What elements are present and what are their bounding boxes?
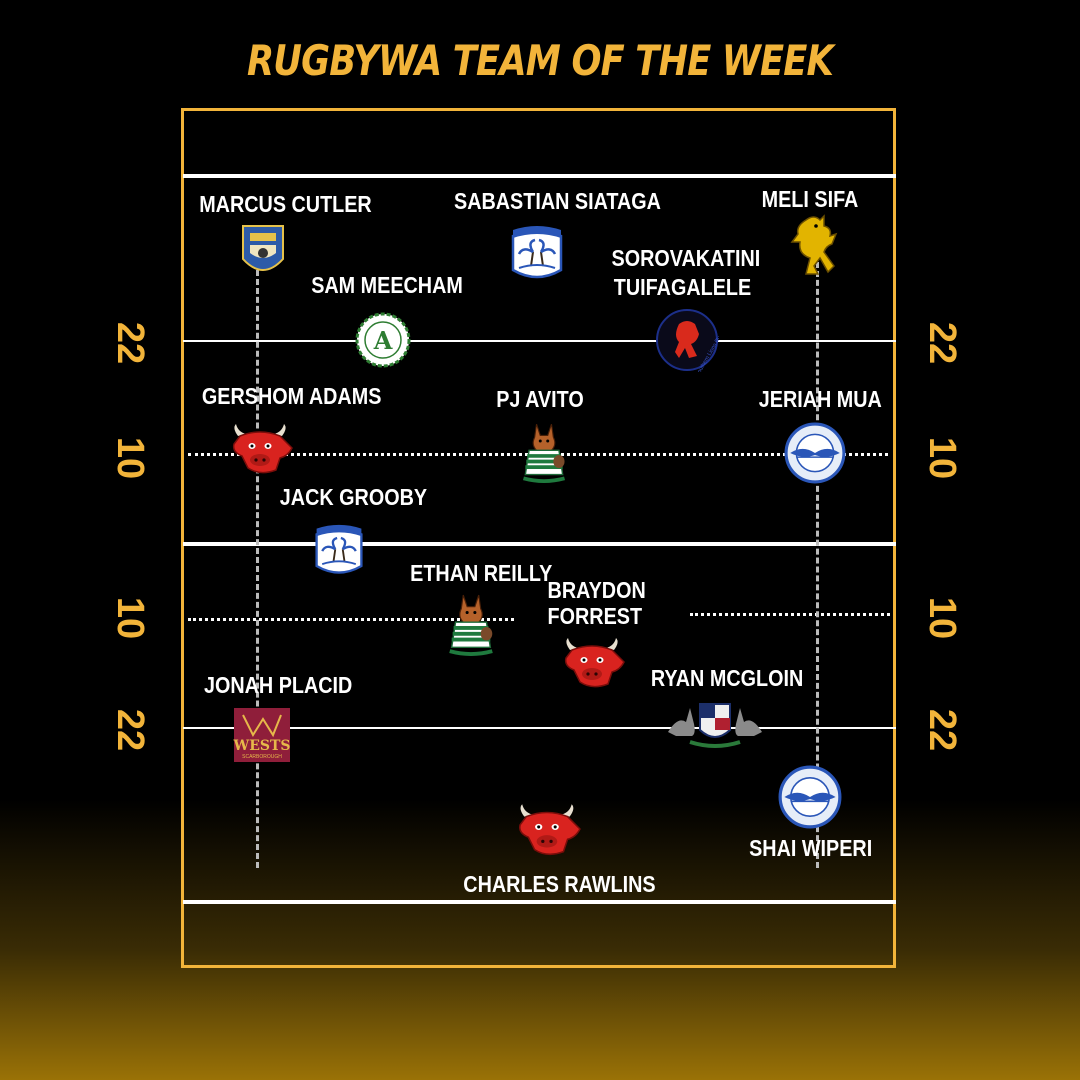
rugby-field xyxy=(181,108,896,968)
marker-10-right-top: 10 xyxy=(921,436,963,480)
try-line-top xyxy=(183,174,896,178)
red-bull-icon xyxy=(519,803,581,856)
halfway-line xyxy=(183,542,896,546)
wests-logo-icon: WESTS SCARBOROUGH xyxy=(233,708,291,762)
player-name-jack-grooby: JACK GROOBY xyxy=(279,484,428,510)
wests-logo-text: WESTS xyxy=(233,738,291,754)
marker-22-right-bottom: 22 xyxy=(921,708,963,752)
cottesloe-eagle-icon xyxy=(784,422,846,484)
player-name-sam-meecham: SAM MEECHAM xyxy=(311,272,463,298)
marker-10-right-bottom: 10 xyxy=(921,596,963,640)
player-name-tuifagalele: TUIFAGALELE xyxy=(613,274,752,300)
palmyra-logo-icon xyxy=(315,523,363,574)
ten-line-bottom-right xyxy=(690,613,890,616)
player-name-gershom-adams: GERSHOM ADAMS xyxy=(201,383,382,409)
shield-crest-icon xyxy=(242,225,284,271)
red-bull-icon xyxy=(232,423,293,474)
twentytwo-line-bottom xyxy=(183,727,896,729)
ten-line-bottom-left xyxy=(188,618,514,621)
player-name-sabastian-siataga: SABASTIAN SIATAGA xyxy=(454,188,661,214)
player-name-braydon: BRAYDON xyxy=(547,577,646,603)
try-line-bottom xyxy=(183,900,896,904)
fifteen-line-left xyxy=(256,270,259,868)
player-name-ryan-mcgloin: RYAN MCGLOIN xyxy=(650,665,804,691)
green-a-wreath-icon: A xyxy=(355,312,411,368)
player-name-ethan-reilly: ETHAN REILLY xyxy=(410,560,553,586)
meecham-logo-letter: A xyxy=(373,326,393,355)
green-dog-mascot-icon xyxy=(447,593,495,656)
marker-22-left-top: 22 xyxy=(109,321,151,365)
kangaroo-crest-icon xyxy=(668,703,762,748)
marker-22-left-bottom: 22 xyxy=(109,708,151,752)
player-name-marcus-cutler: MARCUS CUTLER xyxy=(199,191,372,217)
red-bull-icon xyxy=(564,637,625,688)
southern-lions-icon: Southern Lions Rugby Union Football Club xyxy=(656,308,719,372)
fifteen-line-right xyxy=(816,262,819,868)
marker-22-right-top: 22 xyxy=(921,321,963,365)
page-title: RUGBYWA TEAM OF THE WEEK xyxy=(246,36,834,85)
player-name-jonah-placid: JONAH PLACID xyxy=(203,672,353,698)
player-name-jeriah-mua: JERIAH MUA xyxy=(758,386,882,412)
marker-10-left-bottom: 10 xyxy=(109,596,151,640)
player-name-charles-rawlins: CHARLES RAWLINS xyxy=(463,871,656,897)
player-name-forrest: FORREST xyxy=(547,603,643,629)
player-name-meli-sifa: MELI SIFA xyxy=(761,186,859,212)
player-name-sorovakatini: SOROVAKATINI xyxy=(611,245,761,271)
player-name-shai-wiperi: SHAI WIPERI xyxy=(749,835,873,861)
player-name-pj-avito: PJ AVITO xyxy=(496,386,584,412)
marker-10-left-top: 10 xyxy=(109,436,151,480)
wests-logo-subtext: SCARBOROUGH xyxy=(242,754,282,760)
cottesloe-eagle-icon xyxy=(778,765,842,829)
gold-lion-icon xyxy=(790,214,838,275)
green-dog-mascot-icon xyxy=(521,422,567,483)
twentytwo-line-top xyxy=(183,340,896,342)
palmyra-logo-icon xyxy=(511,226,563,279)
